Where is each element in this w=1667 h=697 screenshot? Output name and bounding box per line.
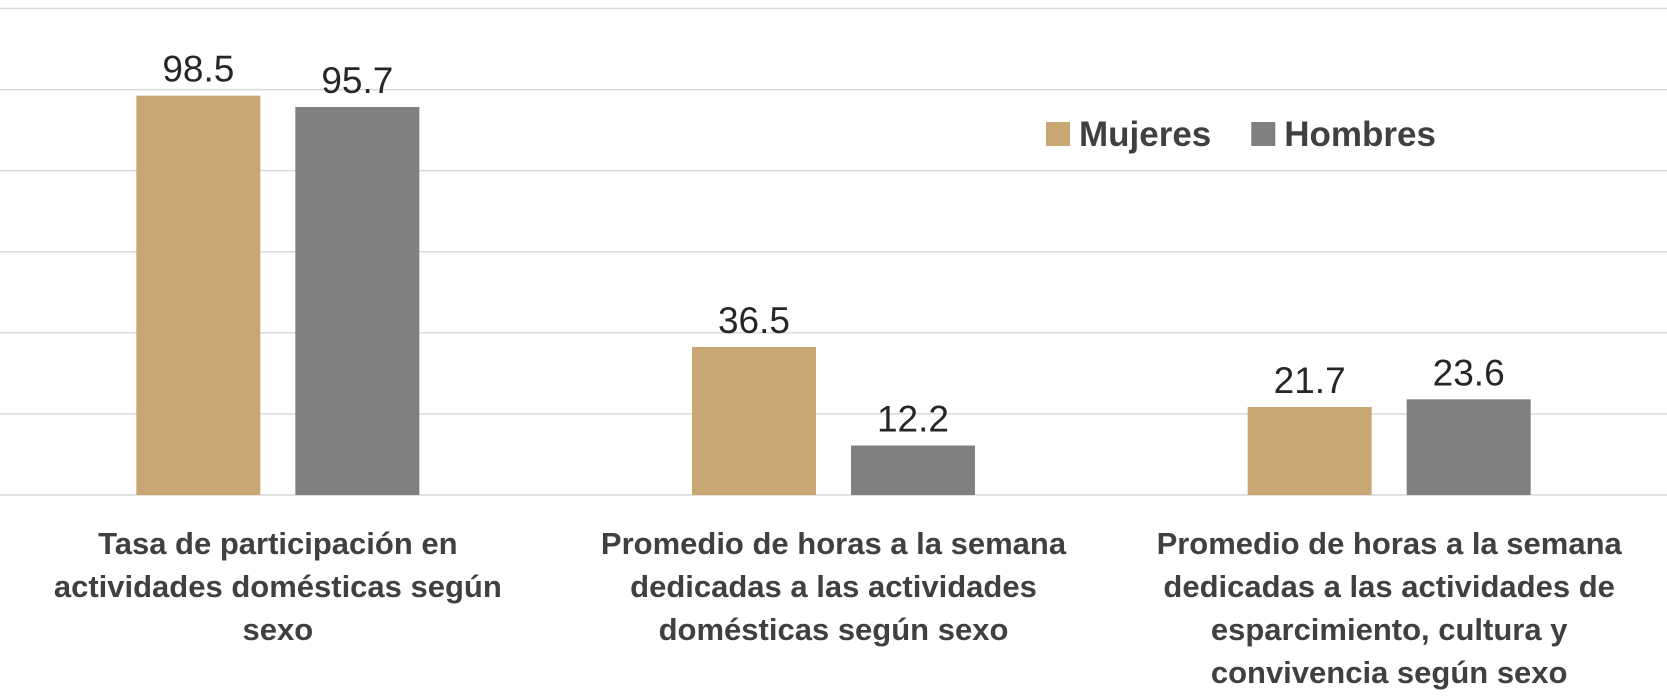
bar [295,107,419,495]
bar [1248,407,1372,495]
data-label: 36.5 [718,300,790,341]
legend-label: Hombres [1284,115,1436,154]
bar [1407,399,1531,495]
data-label: 95.7 [321,60,393,101]
data-label: 21.7 [1274,360,1346,401]
x-tick-label: Tasa de participación en actividades dom… [18,522,538,651]
data-label: 12.2 [877,399,949,440]
bar [692,347,816,495]
legend-label: Mujeres [1079,115,1211,154]
data-label: 98.5 [162,49,234,90]
page: {"chart_data": {"type": "bar", "categori… [0,0,1667,697]
legend-swatch [1046,122,1070,146]
x-tick-label: Promedio de horas a la semana dedicadas … [1129,522,1649,694]
bar [136,96,260,495]
bar [851,446,975,495]
data-label: 23.6 [1433,352,1505,393]
x-tick-label: Promedio de horas a la semana dedicadas … [574,522,1094,651]
legend-swatch [1251,122,1275,146]
